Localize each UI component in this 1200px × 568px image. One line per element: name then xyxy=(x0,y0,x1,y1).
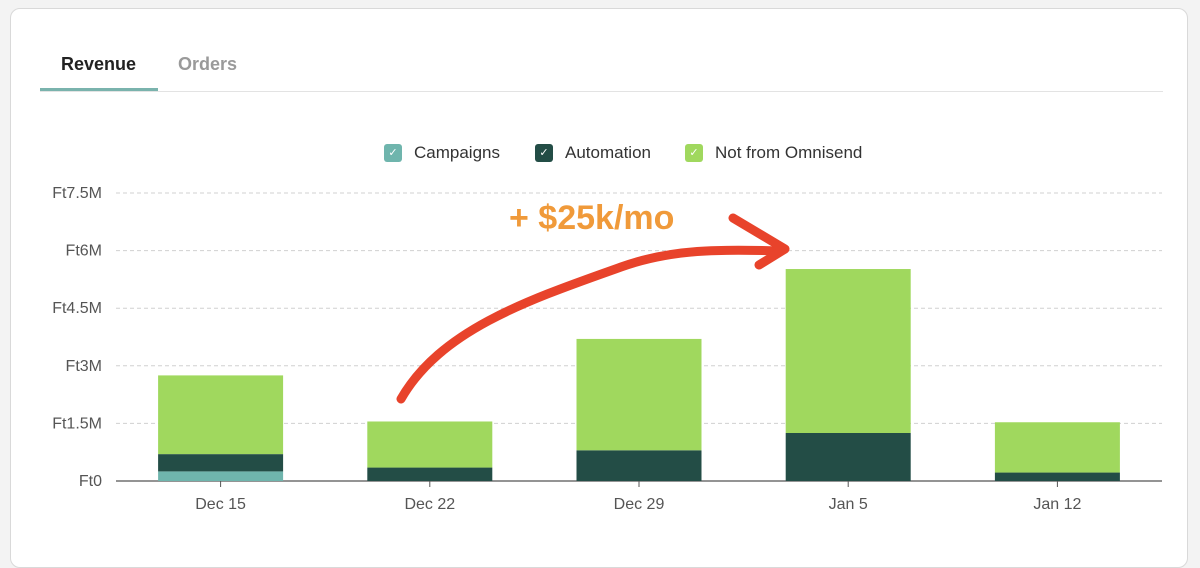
bar-automation[interactable] xyxy=(994,472,1120,481)
bar-not-from-omnisend[interactable] xyxy=(785,269,911,433)
x-tick-label: Jan 5 xyxy=(829,496,868,513)
legend-label: Not from Omnisend xyxy=(715,143,863,162)
x-tick-label: Dec 29 xyxy=(614,496,665,513)
tab-revenue[interactable]: Revenue xyxy=(61,54,137,74)
legend-label: Automation xyxy=(565,143,651,162)
legend-item-automation[interactable]: ✓ Automation xyxy=(535,141,651,165)
y-tick-label: Ft0 xyxy=(79,473,102,490)
bar-automation[interactable] xyxy=(785,433,911,481)
x-tick-label: Dec 22 xyxy=(404,496,455,513)
annotation-arrow xyxy=(396,245,786,404)
y-tick-label: Ft1.5M xyxy=(52,415,102,432)
revenue-card: Revenue Orders ✓ Campaigns ✓ Automation … xyxy=(10,8,1188,568)
y-tick-label: Ft7.5M xyxy=(52,185,102,202)
tab-bar: Revenue Orders xyxy=(40,9,1163,92)
checkbox-check-icon: ✓ xyxy=(535,144,553,162)
x-tick-label: Jan 12 xyxy=(1033,496,1081,513)
y-tick-label: Ft4.5M xyxy=(52,300,102,317)
bar-not-from-omnisend[interactable] xyxy=(158,375,284,455)
legend-item-not-from-omnisend[interactable]: ✓ Not from Omnisend xyxy=(685,141,862,165)
bar-automation[interactable] xyxy=(158,454,284,472)
checkbox-check-icon: ✓ xyxy=(384,144,402,162)
bar-automation[interactable] xyxy=(576,450,702,481)
bar-automation[interactable] xyxy=(367,467,493,481)
bar-not-from-omnisend[interactable] xyxy=(576,338,702,451)
tab-orders[interactable]: Orders xyxy=(178,54,238,74)
legend-item-campaigns[interactable]: ✓ Campaigns xyxy=(384,141,500,165)
annotation-text: + $25k/mo xyxy=(509,199,674,237)
x-tick-label: Dec 15 xyxy=(195,496,246,513)
bar-not-from-omnisend[interactable] xyxy=(994,422,1120,473)
checkbox-check-icon: ✓ xyxy=(685,144,703,162)
bar-campaigns[interactable] xyxy=(158,471,284,481)
bar-chart: Ft0 Ft1.5M Ft3M Ft4.5M Ft6M Ft7.5M Dec 15 Dec 2… xyxy=(52,185,1162,513)
annotation-arrowhead xyxy=(728,213,790,270)
y-tick-label: Ft6M xyxy=(66,243,102,260)
bar-not-from-omnisend[interactable] xyxy=(367,421,493,468)
chart-legend: ✓ Campaigns ✓ Automation ✓ Not from Omni… xyxy=(11,141,1189,165)
legend-label: Campaigns xyxy=(414,143,500,162)
y-tick-label: Ft3M xyxy=(66,358,102,375)
active-tab-indicator xyxy=(40,88,158,91)
